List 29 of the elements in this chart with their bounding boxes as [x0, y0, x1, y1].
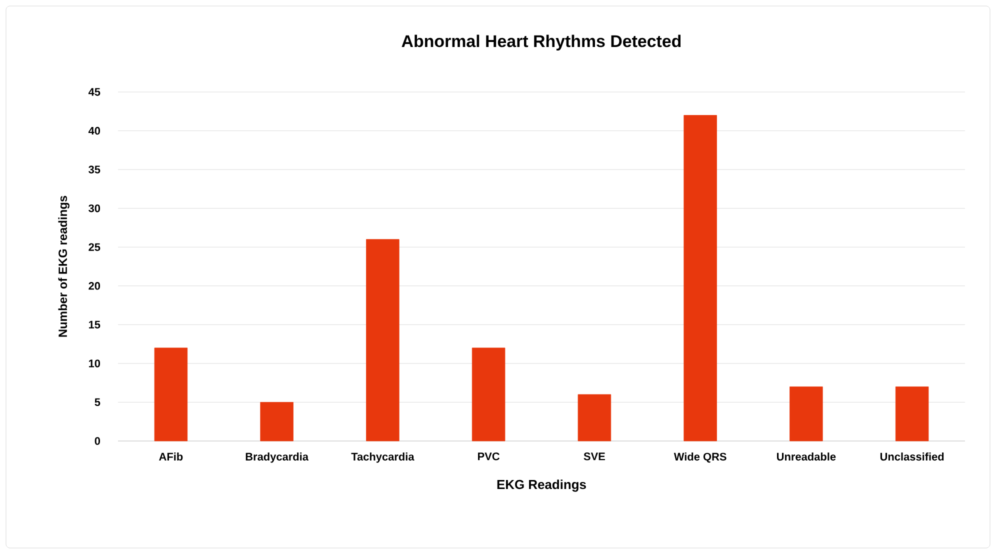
x-tick-label: Bradycardia [246, 452, 309, 463]
y-tick-label: 5 [94, 398, 100, 406]
y-tick-label: 10 [88, 360, 100, 368]
x-axis-title: EKG Readings [497, 480, 586, 492]
y-tick-label: 20 [88, 282, 100, 290]
y-tick-label: 30 [88, 204, 100, 212]
x-tick-label: SVE [584, 452, 605, 460]
x-tick-label: Wide QRS [674, 452, 726, 463]
x-tick-label: AFib [159, 452, 183, 461]
y-tick-label: 40 [88, 126, 100, 135]
y-tick-label: 0 [94, 437, 100, 445]
x-tick-label: PVC [478, 452, 500, 460]
bar [684, 115, 717, 442]
bar [790, 386, 823, 442]
x-tick-label: Unclassified [880, 452, 944, 461]
y-tick-label: 45 [88, 88, 100, 96]
y-tick-label: 15 [88, 320, 100, 328]
y-tick-label: 25 [88, 243, 100, 251]
bar [578, 394, 612, 442]
y-tick-label: 35 [88, 166, 100, 174]
x-tick-label: Tachycardia [351, 452, 414, 463]
y-axis-title: Number of EKG readings [58, 196, 70, 337]
bar [895, 386, 929, 442]
x-tick-label: Unreadable [777, 452, 836, 461]
chart-title: Abnormal Heart Rhythms Detected [402, 34, 681, 50]
bar [260, 402, 294, 442]
bar [472, 348, 506, 442]
bar [154, 348, 188, 442]
bar [366, 239, 400, 442]
